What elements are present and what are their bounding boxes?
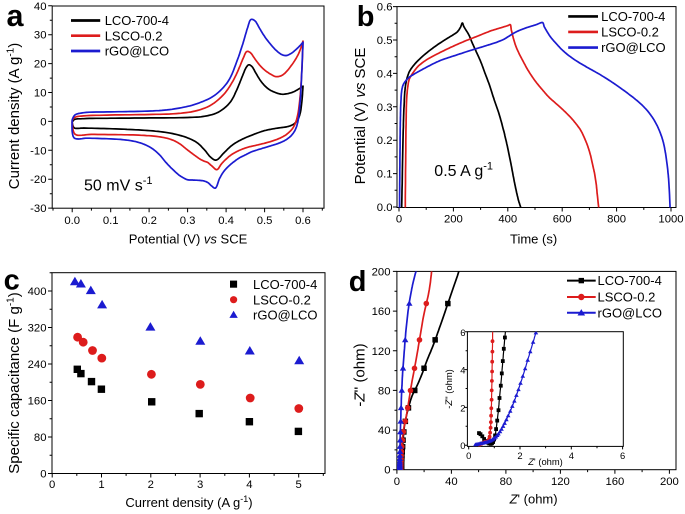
svg-text:rGO@LCO: rGO@LCO bbox=[601, 40, 665, 55]
svg-text:0: 0 bbox=[49, 479, 55, 491]
svg-text:1: 1 bbox=[98, 479, 104, 491]
svg-text:0.4: 0.4 bbox=[377, 68, 393, 80]
svg-text:6: 6 bbox=[460, 327, 465, 338]
svg-text:4: 4 bbox=[460, 365, 465, 376]
svg-text:Potential (V) vs SCE: Potential (V) vs SCE bbox=[129, 231, 248, 246]
svg-text:0.2: 0.2 bbox=[141, 215, 157, 227]
svg-text:5: 5 bbox=[296, 479, 302, 491]
svg-text:LCO-700-4: LCO-700-4 bbox=[253, 277, 317, 292]
svg-text:Z' (ohm): Z' (ohm) bbox=[527, 456, 563, 467]
svg-text:80: 80 bbox=[378, 385, 391, 397]
svg-text:LSCO-0.2: LSCO-0.2 bbox=[601, 25, 659, 40]
svg-text:800: 800 bbox=[607, 214, 626, 226]
svg-text:0.5: 0.5 bbox=[377, 35, 393, 47]
svg-text:400: 400 bbox=[28, 286, 47, 298]
svg-text:0: 0 bbox=[384, 465, 390, 477]
svg-text:2: 2 bbox=[517, 450, 522, 461]
svg-text:Current density (A g-1): Current density (A g-1) bbox=[125, 494, 252, 510]
svg-text:40: 40 bbox=[378, 425, 391, 437]
svg-text:-Z'' (ohm): -Z'' (ohm) bbox=[443, 369, 454, 409]
svg-text:b: b bbox=[357, 1, 375, 33]
svg-text:160: 160 bbox=[605, 476, 624, 488]
svg-text:LSCO-0.2: LSCO-0.2 bbox=[253, 292, 311, 307]
svg-text:Current density (A g-1): Current density (A g-1) bbox=[6, 43, 24, 189]
svg-text:0: 0 bbox=[40, 116, 46, 128]
svg-text:0: 0 bbox=[466, 450, 471, 461]
svg-text:0.6: 0.6 bbox=[377, 2, 393, 14]
svg-text:2: 2 bbox=[148, 479, 154, 491]
svg-text:4: 4 bbox=[569, 450, 574, 461]
svg-text:rGO@LCO: rGO@LCO bbox=[598, 305, 662, 320]
svg-text:2: 2 bbox=[460, 402, 465, 413]
svg-text:50 mV s-1: 50 mV s-1 bbox=[84, 175, 152, 195]
svg-text:0.2: 0.2 bbox=[377, 135, 393, 147]
svg-text:3: 3 bbox=[197, 479, 203, 491]
svg-text:200: 200 bbox=[660, 476, 679, 488]
svg-text:4: 4 bbox=[246, 479, 252, 491]
svg-text:120: 120 bbox=[551, 476, 570, 488]
svg-text:40: 40 bbox=[34, 1, 47, 13]
svg-text:0: 0 bbox=[396, 214, 402, 226]
svg-text:0.0: 0.0 bbox=[64, 215, 80, 227]
svg-text:80: 80 bbox=[34, 432, 47, 444]
svg-text:LSCO-0.2: LSCO-0.2 bbox=[598, 290, 656, 305]
svg-text:0.6: 0.6 bbox=[295, 215, 311, 227]
svg-text:LCO-700-4: LCO-700-4 bbox=[598, 273, 662, 288]
svg-text:40: 40 bbox=[445, 476, 458, 488]
svg-text:rGO@LCO: rGO@LCO bbox=[253, 308, 317, 323]
svg-text:rGO@LCO: rGO@LCO bbox=[105, 44, 169, 59]
svg-text:Time (s): Time (s) bbox=[510, 231, 557, 246]
svg-text:240: 240 bbox=[28, 359, 47, 371]
svg-text:LCO-700-4: LCO-700-4 bbox=[601, 9, 665, 24]
svg-text:10: 10 bbox=[34, 88, 47, 100]
svg-text:0.1: 0.1 bbox=[103, 215, 119, 227]
svg-text:a: a bbox=[7, 0, 25, 33]
svg-text:d: d bbox=[349, 266, 367, 298]
svg-text:-20: -20 bbox=[30, 174, 46, 186]
svg-text:120: 120 bbox=[372, 346, 391, 358]
svg-text:0.0: 0.0 bbox=[377, 202, 393, 214]
svg-text:c: c bbox=[4, 264, 20, 296]
svg-text:0.1: 0.1 bbox=[377, 169, 393, 181]
svg-text:0.3: 0.3 bbox=[180, 215, 196, 227]
svg-text:160: 160 bbox=[372, 306, 391, 318]
svg-text:-Z'' (ohm): -Z'' (ohm) bbox=[352, 343, 369, 406]
svg-text:200: 200 bbox=[372, 266, 391, 278]
svg-text:LCO-700-4: LCO-700-4 bbox=[105, 13, 169, 28]
svg-text:20: 20 bbox=[34, 59, 47, 71]
svg-text:0: 0 bbox=[460, 440, 465, 451]
svg-text:Potential (V) vs SCE: Potential (V) vs SCE bbox=[352, 48, 369, 185]
svg-text:6: 6 bbox=[620, 450, 625, 461]
svg-text:1000: 1000 bbox=[658, 214, 683, 226]
svg-text:200: 200 bbox=[444, 214, 463, 226]
svg-text:0.4: 0.4 bbox=[218, 215, 234, 227]
svg-text:30: 30 bbox=[34, 30, 47, 42]
svg-text:Specific capacitance (F g-1): Specific capacitance (F g-1) bbox=[6, 292, 24, 473]
svg-text:-30: -30 bbox=[30, 203, 46, 215]
svg-text:LSCO-0.2: LSCO-0.2 bbox=[105, 28, 163, 43]
svg-text:0.3: 0.3 bbox=[377, 102, 393, 114]
svg-text:0.5: 0.5 bbox=[257, 215, 273, 227]
svg-text:-10: -10 bbox=[30, 145, 46, 157]
svg-text:400: 400 bbox=[498, 214, 517, 226]
svg-text:0: 0 bbox=[394, 476, 400, 488]
svg-text:320: 320 bbox=[28, 323, 47, 335]
svg-text:80: 80 bbox=[500, 476, 513, 488]
svg-text:600: 600 bbox=[553, 214, 572, 226]
svg-text:0: 0 bbox=[40, 469, 46, 481]
svg-text:160: 160 bbox=[28, 396, 47, 408]
svg-text:Z' (ohm): Z' (ohm) bbox=[509, 492, 558, 507]
svg-text:0.5 A g-1: 0.5 A g-1 bbox=[434, 161, 493, 181]
